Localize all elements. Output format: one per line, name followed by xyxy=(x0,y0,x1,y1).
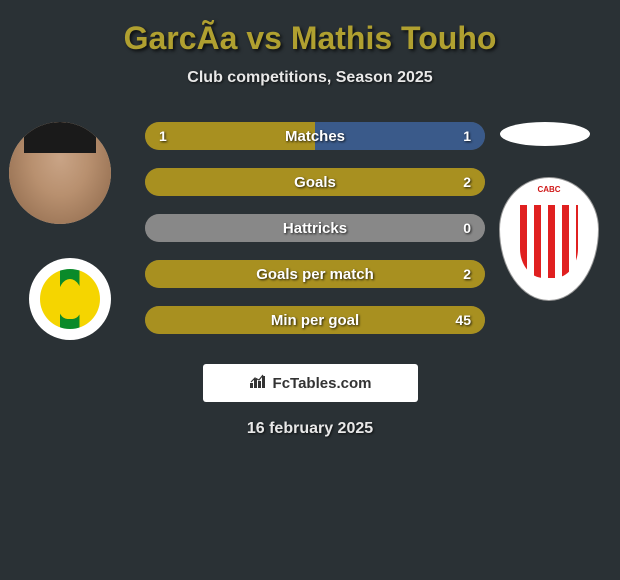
player-left-avatar xyxy=(9,122,111,224)
stat-row: Goals per match 2 xyxy=(145,260,485,288)
page-title: GarcÃa vs Mathis Touho xyxy=(0,20,620,57)
player-right-avatar xyxy=(500,122,590,146)
footer-brand-text: FcTables.com xyxy=(273,375,372,392)
content-area: CABC 1 Matches 1 Goals 2 Hattricks 0 Goals per … xyxy=(0,122,620,334)
stat-label: Matches xyxy=(285,128,345,145)
stat-value-right: 45 xyxy=(455,312,471,328)
stat-label: Goals xyxy=(294,174,336,191)
club-badge-right: CABC xyxy=(499,177,599,301)
footer-date: 16 february 2025 xyxy=(0,420,620,438)
stat-label: Hattricks xyxy=(283,220,347,237)
stat-value-right: 2 xyxy=(463,266,471,282)
club-badge-left xyxy=(29,258,111,340)
stat-row: Min per goal 45 xyxy=(145,306,485,334)
footer-brand-badge: FcTables.com xyxy=(203,364,418,402)
stat-value-right: 0 xyxy=(463,220,471,236)
subtitle: Club competitions, Season 2025 xyxy=(0,69,620,87)
stat-label: Min per goal xyxy=(271,312,359,329)
comparison-card: GarcÃa vs Mathis Touho Club competitions… xyxy=(0,0,620,448)
stat-rows: 1 Matches 1 Goals 2 Hattricks 0 Goals per match… xyxy=(145,122,485,334)
stat-row: Hattricks 0 xyxy=(145,214,485,242)
stat-value-right: 2 xyxy=(463,174,471,190)
chart-icon xyxy=(249,374,267,392)
stat-row: Goals 2 xyxy=(145,168,485,196)
stat-label: Goals per match xyxy=(256,266,374,283)
stat-value-right: 1 xyxy=(463,128,471,144)
stat-row: 1 Matches 1 xyxy=(145,122,485,150)
stat-value-left: 1 xyxy=(159,128,167,144)
